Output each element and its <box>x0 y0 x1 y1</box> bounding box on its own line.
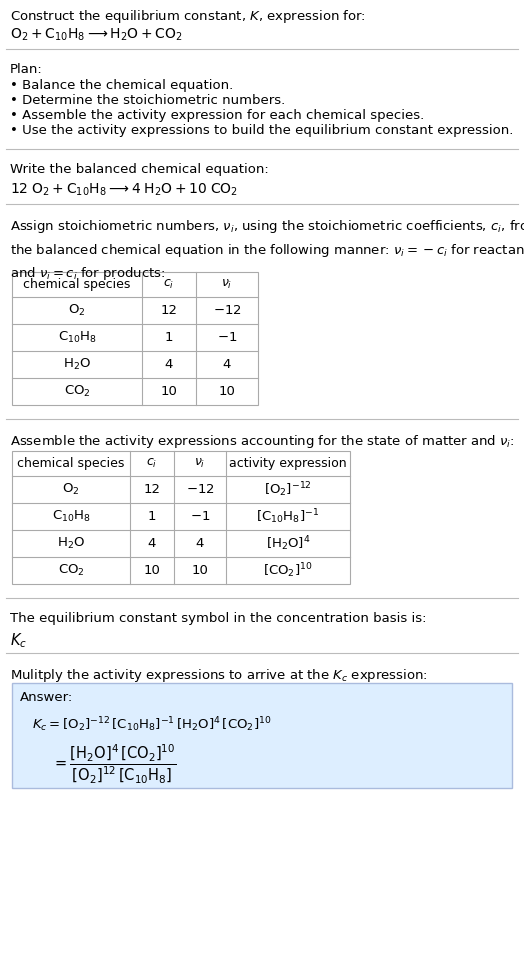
Bar <box>12 683 512 788</box>
Text: 10: 10 <box>219 385 235 398</box>
Text: 1: 1 <box>165 331 173 344</box>
Text: $= \dfrac{[\mathrm{H_2O}]^{4}\,[\mathrm{CO_2}]^{10}}{[\mathrm{O_2}]^{12}\,[\math: $= \dfrac{[\mathrm{H_2O}]^{4}\,[\mathrm{… <box>52 743 177 786</box>
Text: $\nu_i$: $\nu_i$ <box>221 278 233 291</box>
Text: 4: 4 <box>165 358 173 371</box>
Text: • Use the activity expressions to build the equilibrium constant expression.: • Use the activity expressions to build … <box>10 124 514 137</box>
Text: $\mathrm{C_{10}H_8}$: $\mathrm{C_{10}H_8}$ <box>58 330 96 345</box>
Text: 4: 4 <box>223 358 231 371</box>
Text: $\mathrm{H_2O}$: $\mathrm{H_2O}$ <box>63 357 91 372</box>
Text: Construct the equilibrium constant, $K$, expression for:: Construct the equilibrium constant, $K$,… <box>10 8 366 25</box>
Text: Assemble the activity expressions accounting for the state of matter and $\nu_i$: Assemble the activity expressions accoun… <box>10 433 515 450</box>
Text: 10: 10 <box>144 564 160 577</box>
Text: $K_c$: $K_c$ <box>10 631 27 649</box>
Text: chemical species: chemical species <box>23 278 130 291</box>
Text: Assign stoichiometric numbers, $\nu_i$, using the stoichiometric coefficients, $: Assign stoichiometric numbers, $\nu_i$, … <box>10 218 524 282</box>
Text: The equilibrium constant symbol in the concentration basis is:: The equilibrium constant symbol in the c… <box>10 612 427 625</box>
Text: 12: 12 <box>160 304 178 317</box>
Text: $\mathrm{O_2 + C_{10}H_8 \longrightarrow H_2O + CO_2}$: $\mathrm{O_2 + C_{10}H_8 \longrightarrow… <box>10 27 183 43</box>
Text: chemical species: chemical species <box>17 457 125 470</box>
Text: • Balance the chemical equation.: • Balance the chemical equation. <box>10 79 233 92</box>
Text: Write the balanced chemical equation:: Write the balanced chemical equation: <box>10 163 269 176</box>
Text: • Assemble the activity expression for each chemical species.: • Assemble the activity expression for e… <box>10 109 424 122</box>
Bar <box>12 272 258 405</box>
Text: $\mathrm{O_2}$: $\mathrm{O_2}$ <box>62 482 80 497</box>
Text: 4: 4 <box>196 537 204 550</box>
Text: $K_c = [\mathrm{O_2}]^{-12}\,[\mathrm{C_{10}H_8}]^{-1}\,[\mathrm{H_2O}]^{4}\,[\m: $K_c = [\mathrm{O_2}]^{-12}\,[\mathrm{C_… <box>32 715 271 733</box>
Text: $-12$: $-12$ <box>185 483 214 496</box>
Text: • Determine the stoichiometric numbers.: • Determine the stoichiometric numbers. <box>10 94 285 107</box>
Text: Answer:: Answer: <box>20 691 73 704</box>
Text: 10: 10 <box>192 564 209 577</box>
Text: $\mathrm{CO_2}$: $\mathrm{CO_2}$ <box>63 384 90 400</box>
Text: 1: 1 <box>148 510 156 523</box>
Text: activity expression: activity expression <box>229 457 347 470</box>
Text: $\mathrm{O_2}$: $\mathrm{O_2}$ <box>68 303 86 318</box>
Text: $-12$: $-12$ <box>213 304 242 317</box>
Text: Plan:: Plan: <box>10 63 43 76</box>
Text: $\mathrm{12\;O_2 + C_{10}H_8 \longrightarrow 4\;H_2O + 10\;CO_2}$: $\mathrm{12\;O_2 + C_{10}H_8 \longrighta… <box>10 182 238 199</box>
Text: $\mathrm{CO_2}$: $\mathrm{CO_2}$ <box>58 563 84 578</box>
Text: Mulitply the activity expressions to arrive at the $K_c$ expression:: Mulitply the activity expressions to arr… <box>10 667 428 684</box>
Text: 4: 4 <box>148 537 156 550</box>
Text: 12: 12 <box>144 483 160 496</box>
Bar <box>12 451 350 584</box>
Text: 10: 10 <box>160 385 178 398</box>
Text: $\mathrm{C_{10}H_8}$: $\mathrm{C_{10}H_8}$ <box>51 509 91 524</box>
Text: $\nu_i$: $\nu_i$ <box>194 457 206 470</box>
Text: $c_i$: $c_i$ <box>163 278 174 291</box>
Text: $[\mathrm{H_2O}]^{4}$: $[\mathrm{H_2O}]^{4}$ <box>266 535 310 553</box>
Text: $-1$: $-1$ <box>217 331 237 344</box>
Text: $-1$: $-1$ <box>190 510 210 523</box>
Text: $[\mathrm{C_{10}H_8}]^{-1}$: $[\mathrm{C_{10}H_8}]^{-1}$ <box>256 508 320 526</box>
Text: $[\mathrm{O_2}]^{-12}$: $[\mathrm{O_2}]^{-12}$ <box>264 481 312 499</box>
Text: $[\mathrm{CO_2}]^{10}$: $[\mathrm{CO_2}]^{10}$ <box>263 562 313 580</box>
Text: $\mathrm{H_2O}$: $\mathrm{H_2O}$ <box>57 536 85 551</box>
Text: $c_i$: $c_i$ <box>146 457 158 470</box>
